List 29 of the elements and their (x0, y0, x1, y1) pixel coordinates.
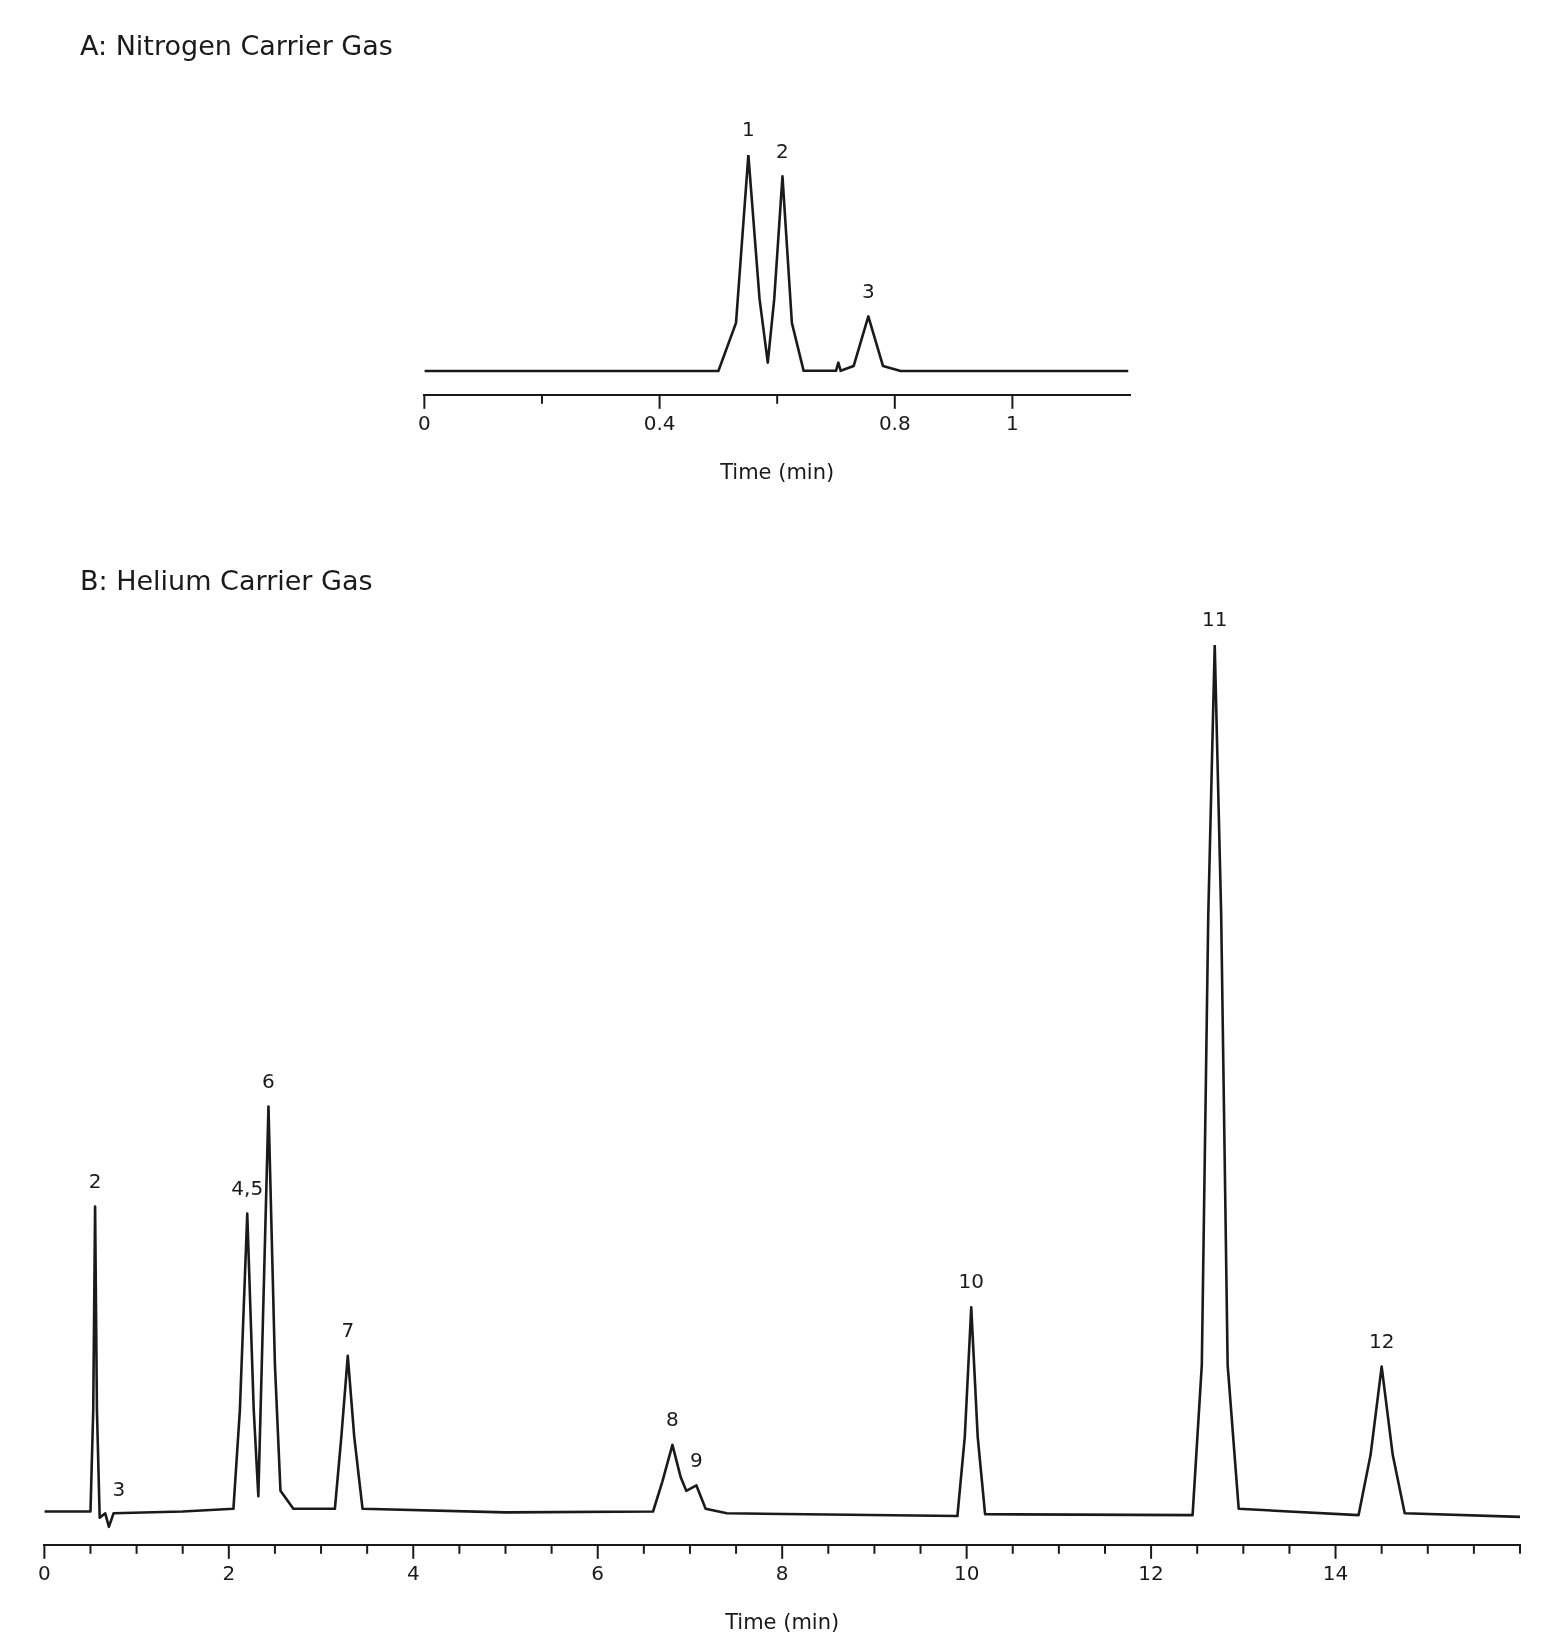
x-tick-label: 8 (775, 1561, 789, 1585)
annotation: 12 (1368, 1328, 1395, 1353)
x-tick-label: 10 (953, 1561, 980, 1585)
annotation: 8 (666, 1407, 679, 1432)
x-tick-label: 0.8 (878, 411, 911, 435)
annotation: 3 (861, 278, 875, 303)
x-tick-label: 0.4 (643, 411, 676, 435)
chart-title: B: Helium Carrier Gas (80, 565, 373, 596)
x-tick-label: 0 (418, 411, 431, 435)
x-tick-label: 1 (1006, 411, 1019, 435)
annotation: 3 (112, 1477, 126, 1502)
chart-title: A: Nitrogen Carrier Gas (80, 30, 393, 61)
x-tick-label: 2 (222, 1561, 236, 1585)
annotation: 4,5 (231, 1175, 264, 1200)
x-tick-label: 14 (1322, 1561, 1349, 1585)
annotation: 6 (262, 1068, 275, 1093)
annotation: 2 (776, 138, 789, 163)
x-tick-label: 6 (591, 1561, 605, 1585)
x-tick-label: 0 (38, 1561, 51, 1585)
annotation: 9 (690, 1447, 703, 1472)
annotation: 2 (88, 1168, 102, 1193)
annotation: 10 (958, 1269, 984, 1294)
x-tick-label: 12 (1138, 1561, 1164, 1585)
annotation: 11 (1202, 607, 1228, 632)
x-tick-label: 4 (406, 1561, 420, 1585)
annotation: 1 (742, 117, 755, 142)
annotation: 7 (341, 1318, 355, 1343)
x-axis-title: Time (min) (719, 459, 835, 484)
x-axis-title: Time (min) (724, 1609, 840, 1634)
